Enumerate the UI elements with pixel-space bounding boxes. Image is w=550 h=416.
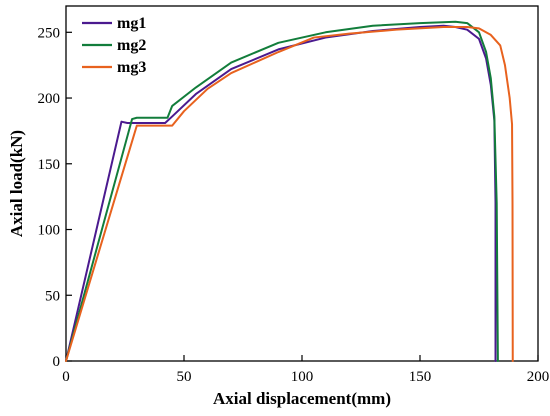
y-tick-label-3: 150: [38, 157, 61, 173]
series-line-mg2: [65, 20, 499, 362]
x-tick-label-0: 0: [62, 369, 70, 385]
legend-layer: mg1 mg2 mg3: [82, 15, 146, 76]
x-tick-label-1: 50: [177, 369, 192, 385]
y-tick-label-5: 250: [38, 25, 61, 41]
x-axis-title: Axial displacement(mm): [213, 389, 391, 408]
legend-label-mg3: mg3: [117, 59, 146, 76]
legend-label-mg2: mg2: [117, 37, 146, 54]
y-tick-label-1: 50: [45, 288, 60, 304]
ticks-layer: 0 50 100 150 200 0 50 100 150 200 250: [38, 25, 550, 385]
legend-label-mg1: mg1: [117, 15, 146, 32]
series-line-mg3: [65, 26, 514, 362]
y-axis-title: Axial load(kN): [7, 130, 26, 237]
series-line-mg1: [65, 24, 497, 362]
y-tick-label-2: 100: [38, 223, 61, 239]
x-tick-label-3: 150: [409, 369, 432, 385]
y-tick-label-4: 200: [38, 91, 61, 107]
x-tick-label-2: 100: [291, 369, 314, 385]
x-tick-label-4: 200: [527, 369, 550, 385]
y-tick-label-0: 0: [53, 354, 61, 370]
series-layer: [65, 20, 514, 362]
